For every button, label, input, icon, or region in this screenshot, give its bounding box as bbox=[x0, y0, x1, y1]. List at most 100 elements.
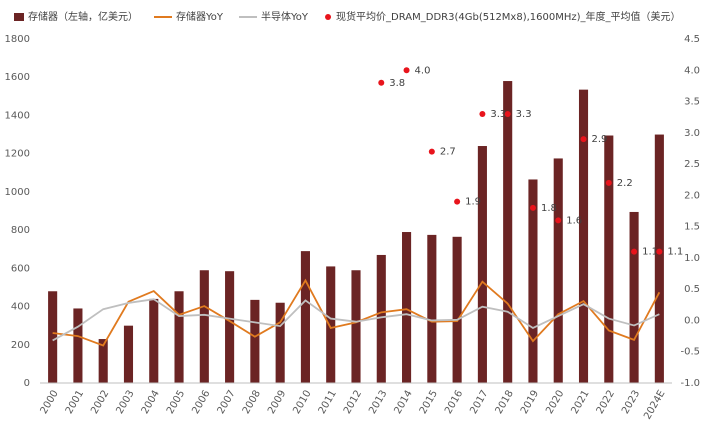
x-tick-label: 2021 bbox=[569, 389, 591, 417]
value-label: 3.8 bbox=[389, 78, 405, 89]
x-tick-label: 2011 bbox=[317, 389, 339, 417]
y2-tick-label: 0.5 bbox=[684, 284, 700, 295]
y-tick-label: 1200 bbox=[5, 149, 30, 160]
x-tick-label: 2003 bbox=[114, 389, 136, 417]
bar bbox=[225, 271, 235, 383]
y2-tick-label: 4.0 bbox=[684, 65, 700, 76]
y2-tick-label: -1.0 bbox=[680, 378, 700, 389]
point bbox=[529, 204, 536, 211]
point bbox=[378, 79, 385, 86]
value-label: 2.7 bbox=[440, 147, 456, 158]
value-label: 3.3 bbox=[490, 109, 506, 120]
x-tick-label: 2020 bbox=[544, 389, 566, 417]
bar bbox=[528, 179, 538, 383]
bar bbox=[250, 299, 260, 383]
y2-tick-label: 4.5 bbox=[684, 34, 700, 45]
y2-tick-label: 0.0 bbox=[684, 315, 700, 326]
x-tick-label: 2014 bbox=[393, 389, 415, 417]
bar bbox=[376, 254, 386, 383]
x-tick-label: 2008 bbox=[241, 389, 263, 417]
x-tick-label: 2017 bbox=[468, 389, 490, 417]
x-tick-label: 2000 bbox=[39, 389, 61, 417]
x-tick-label: 2024E bbox=[642, 389, 667, 422]
bar bbox=[98, 339, 108, 383]
x-tick-label: 2002 bbox=[89, 389, 111, 417]
y2-tick-label: 3.5 bbox=[684, 97, 700, 108]
value-label: 1.1 bbox=[667, 247, 683, 258]
legend-swatch bbox=[14, 13, 24, 21]
x-tick-label: 2006 bbox=[190, 389, 212, 417]
x-tick-label: 2019 bbox=[519, 389, 541, 417]
y2-tick-label: -0.5 bbox=[680, 347, 700, 358]
bar bbox=[477, 146, 487, 383]
x-tick-label: 2018 bbox=[494, 389, 516, 417]
y2-tick-label: 2.0 bbox=[684, 190, 700, 201]
x-tick-label: 2004 bbox=[140, 389, 162, 417]
y2-tick-label: 3.0 bbox=[684, 128, 700, 139]
bar bbox=[199, 270, 209, 383]
y-tick-label: 1800 bbox=[5, 34, 30, 45]
line bbox=[52, 298, 660, 342]
x-tick-label: 2013 bbox=[367, 389, 389, 417]
point bbox=[504, 111, 511, 118]
bar bbox=[123, 325, 134, 383]
bar bbox=[629, 211, 639, 383]
bar bbox=[402, 232, 412, 383]
bar bbox=[73, 308, 83, 383]
y2-tick-label: 1.0 bbox=[684, 253, 700, 264]
y-tick-label: 800 bbox=[11, 225, 30, 236]
value-label: 2.2 bbox=[617, 178, 633, 189]
y-tick-label: 0 bbox=[24, 378, 30, 389]
y2-tick-label: 2.5 bbox=[684, 159, 700, 170]
legend-label: 半导体YoY bbox=[261, 10, 309, 23]
point bbox=[555, 217, 562, 224]
y-tick-label: 400 bbox=[11, 302, 30, 313]
value-label: 1.6 bbox=[566, 215, 582, 226]
x-tick-label: 2015 bbox=[418, 389, 440, 417]
bar bbox=[326, 266, 336, 383]
point bbox=[631, 248, 638, 255]
bar bbox=[149, 298, 159, 383]
value-label: 1.1 bbox=[642, 247, 658, 258]
bar bbox=[503, 81, 513, 384]
bar bbox=[174, 291, 184, 383]
bar bbox=[553, 158, 563, 383]
value-label: 3.3 bbox=[516, 109, 532, 120]
x-tick-label: 2001 bbox=[64, 389, 86, 417]
legend-label: 现货平均价_DRAM_DDR3(4Gb(512Mx8),1600MHz)_年度_… bbox=[336, 10, 681, 23]
value-label: 4.0 bbox=[415, 65, 431, 76]
x-tick-label: 2022 bbox=[595, 389, 617, 417]
point bbox=[454, 198, 461, 205]
y-tick-label: 1000 bbox=[5, 187, 30, 198]
point bbox=[605, 179, 612, 186]
bar bbox=[48, 291, 58, 383]
x-tick-label: 2012 bbox=[342, 389, 364, 417]
point bbox=[656, 248, 663, 255]
y2-tick-label: 1.5 bbox=[684, 222, 700, 233]
x-tick-label: 2007 bbox=[216, 389, 238, 417]
value-label: 1.8 bbox=[541, 203, 557, 214]
value-label: 2.9 bbox=[592, 134, 608, 145]
bar bbox=[578, 89, 589, 384]
bar bbox=[351, 270, 361, 383]
x-tick-label: 2023 bbox=[620, 389, 642, 417]
bar bbox=[275, 302, 285, 383]
y-tick-label: 600 bbox=[11, 263, 30, 274]
x-tick-label: 2005 bbox=[165, 389, 187, 417]
x-tick-label: 2010 bbox=[291, 389, 313, 417]
legend: 存储器（左轴，亿美元） 存储器YoY 半导体YoY 现货平均价_DRAM_DDR3(4… bbox=[14, 10, 681, 23]
y-tick-label: 1600 bbox=[5, 72, 30, 83]
point bbox=[428, 148, 435, 155]
point bbox=[403, 67, 410, 74]
value-label: 1.9 bbox=[465, 197, 481, 208]
y-tick-label: 200 bbox=[11, 340, 30, 351]
bar bbox=[654, 134, 664, 383]
y-tick-label: 1400 bbox=[5, 110, 30, 121]
bar bbox=[427, 234, 437, 383]
point bbox=[479, 111, 486, 118]
bar bbox=[604, 135, 614, 383]
legend-label: 存储器（左轴，亿美元） bbox=[28, 10, 138, 23]
legend-label: 存储器YoY bbox=[176, 10, 224, 23]
bar bbox=[300, 251, 310, 383]
